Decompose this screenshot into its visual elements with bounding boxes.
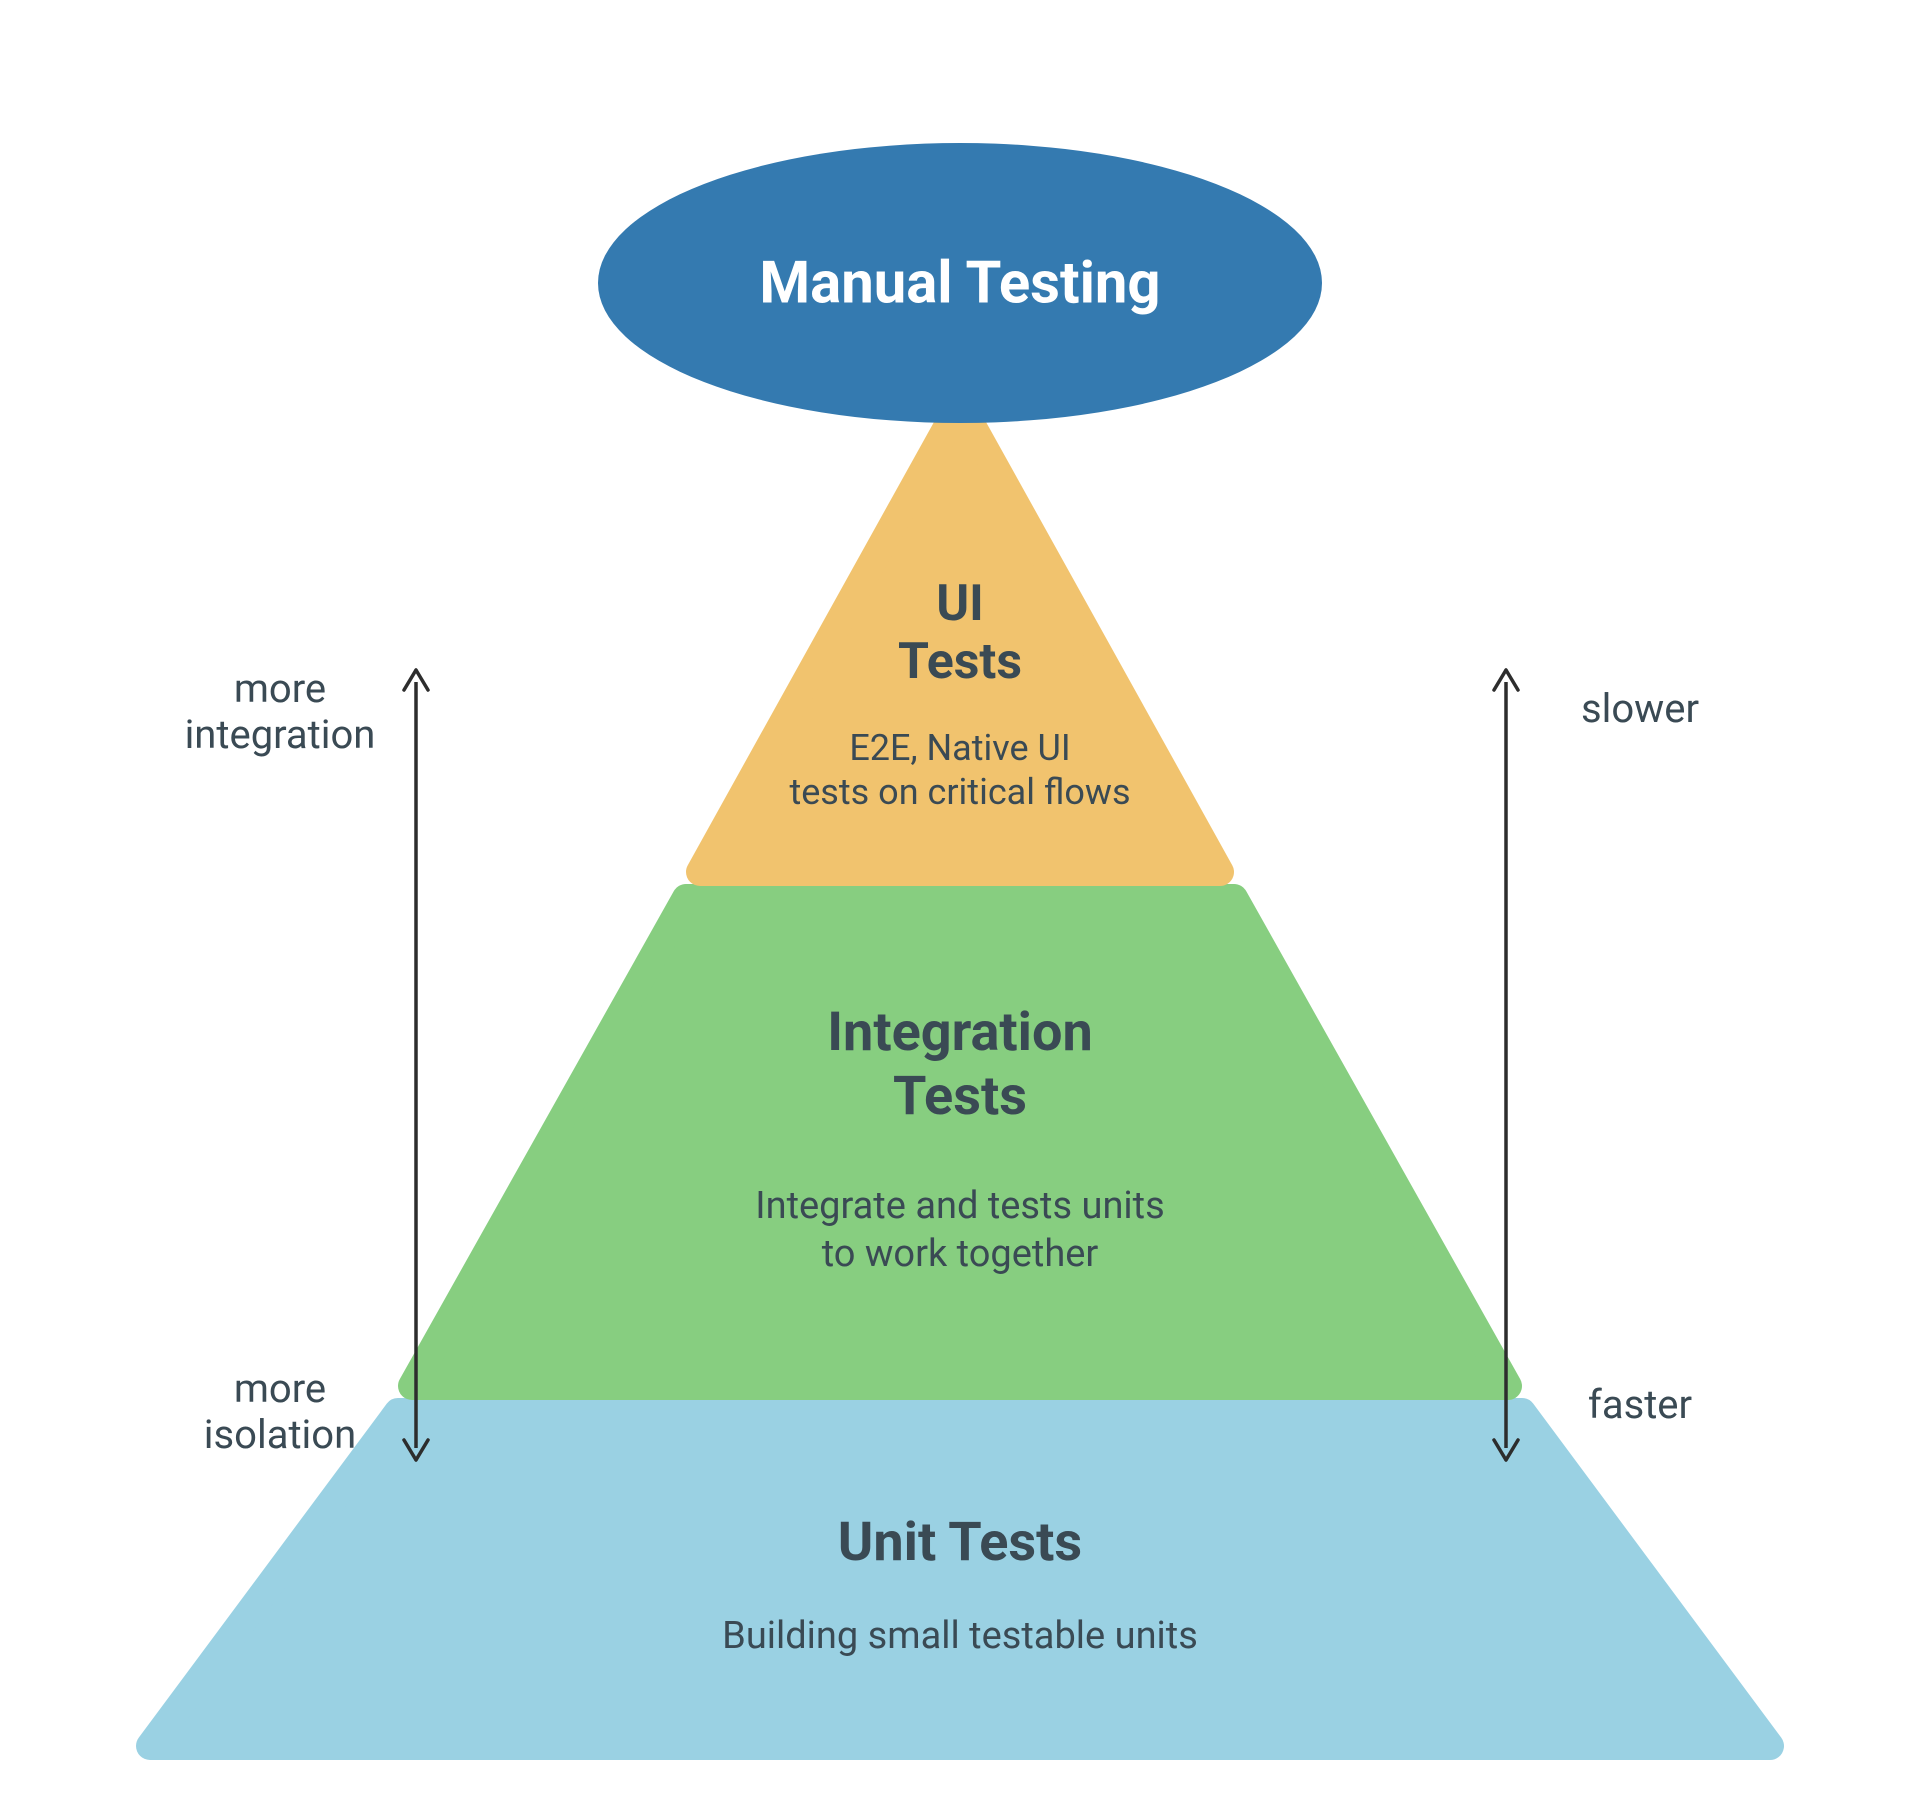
- label-more-integration-line-0: more: [234, 665, 326, 712]
- tier-unit-subtitle-line-0: Building small testable units: [722, 1614, 1198, 1658]
- manual-testing-label: Manual Testing: [759, 249, 1160, 317]
- tier-ui-title-line-1: Tests: [898, 633, 1022, 691]
- label-more-isolation-line-0: more: [234, 1365, 326, 1412]
- label-more-isolation-line-1: isolation: [204, 1411, 356, 1458]
- tier-integration-subtitle-line-0: Integrate and tests units: [755, 1184, 1164, 1228]
- testing-pyramid-diagram: Manual TestingUITestsE2E, Native UItests…: [0, 0, 1920, 1800]
- label-more-integration-line-1: integration: [185, 711, 376, 758]
- tier-ui-subtitle-line-0: E2E, Native UI: [849, 727, 1070, 769]
- label-faster-line-0: faster: [1588, 1381, 1692, 1428]
- tier-integration-subtitle-line-1: to work together: [822, 1232, 1099, 1276]
- tier-ui-subtitle-line-1: tests on critical flows: [789, 771, 1130, 813]
- tier-unit-title-line-0: Unit Tests: [838, 1511, 1082, 1574]
- diagram-svg: Manual TestingUITestsE2E, Native UItests…: [0, 0, 1920, 1800]
- tier-integration-title-line-1: Tests: [893, 1065, 1027, 1128]
- pyramid-tier-unit: [150, 1412, 1770, 1746]
- tier-integration-title-line-0: Integration: [827, 1001, 1092, 1064]
- tier-ui-title-line-0: UI: [936, 575, 984, 633]
- pyramid-tier-integration: [412, 898, 1508, 1386]
- label-slower-line-0: slower: [1581, 685, 1699, 732]
